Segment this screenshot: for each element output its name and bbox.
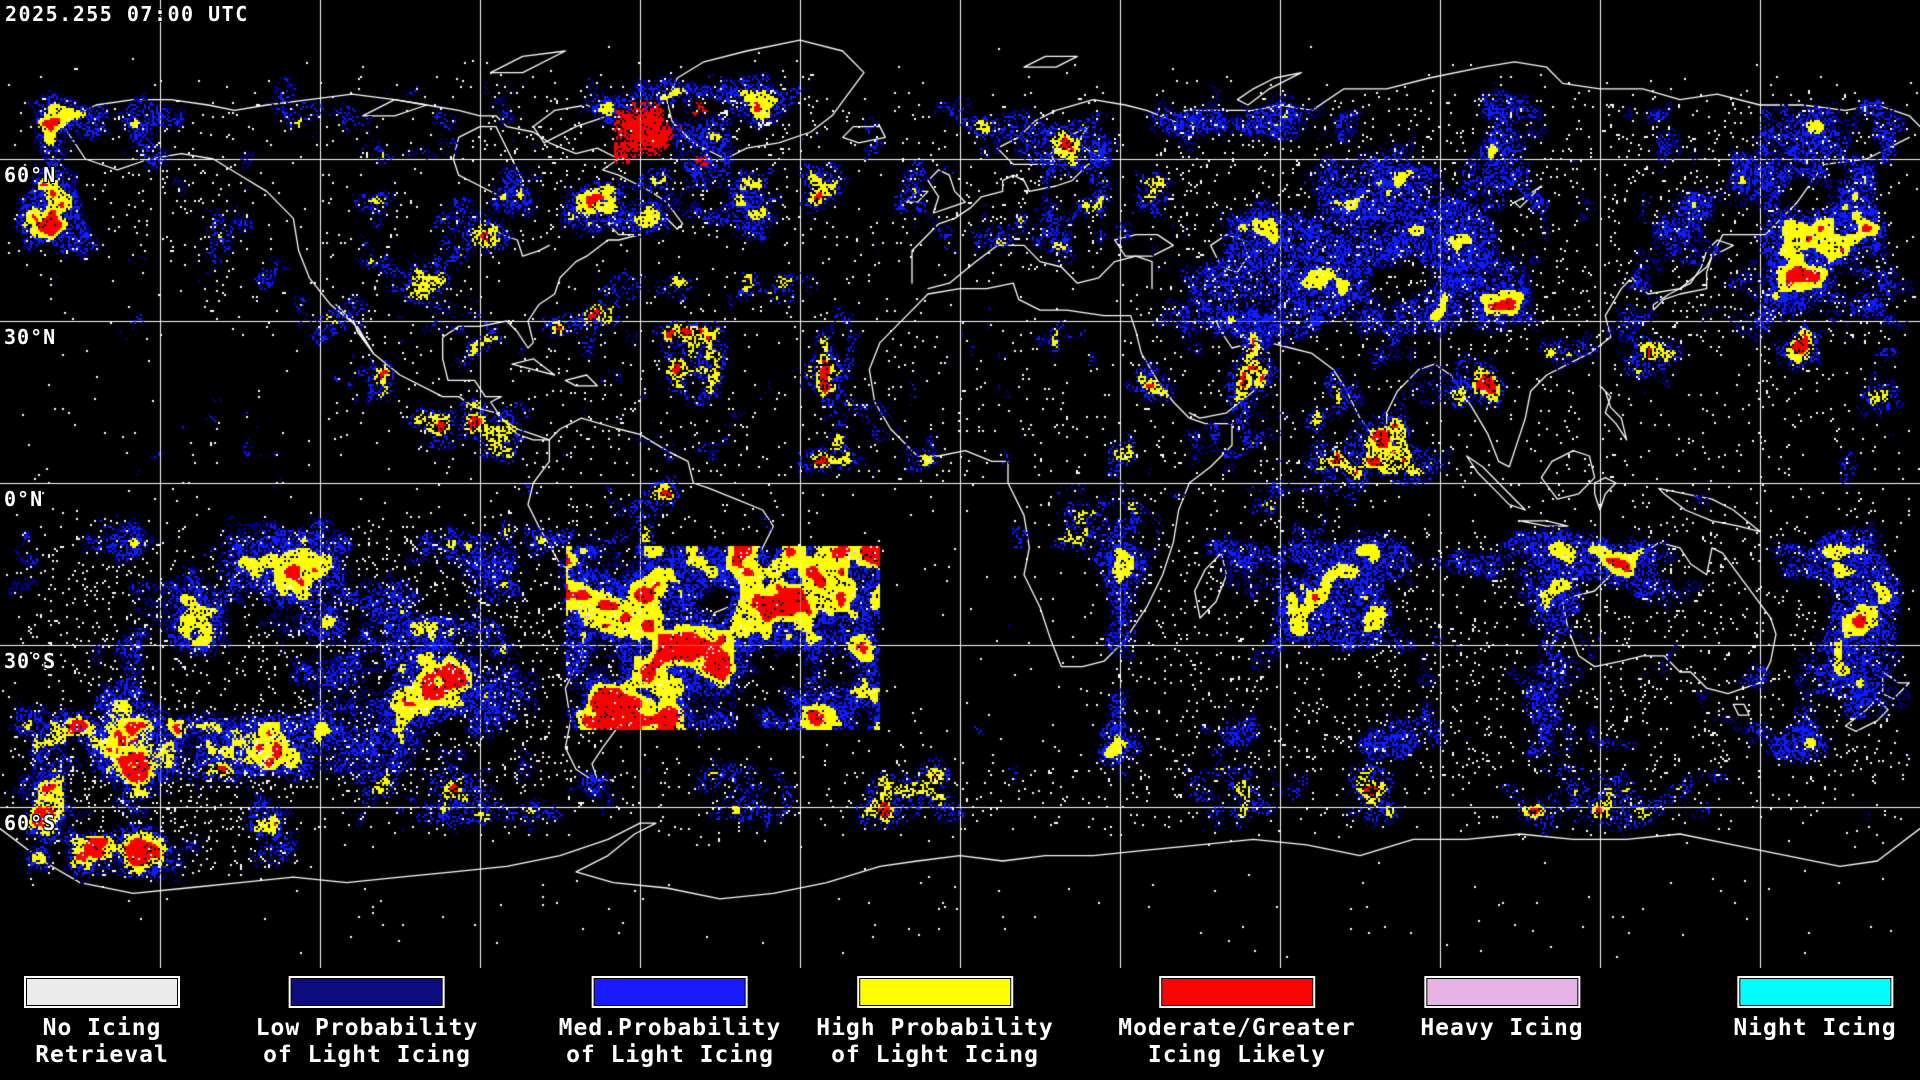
legend-label-night-icing: Night Icing xyxy=(1733,1015,1897,1041)
legend-swatch-fill-night-icing xyxy=(1739,979,1890,1005)
world-icing-map-canvas xyxy=(0,0,1920,968)
legend-item-high-probability-light-icing: High Probability of Light Icing xyxy=(816,976,1054,1069)
legend-swatch-moderate-greater-icing-likely xyxy=(1159,976,1315,1008)
legend-swatch-night-icing xyxy=(1736,976,1893,1008)
legend-swatch-no-icing-retrieval xyxy=(24,976,180,1008)
lat-label-60s: 60°S xyxy=(4,811,57,835)
world-map-area: 2025.255 07:00 UTC 60°N 30°N 0°N 30°S 60°S xyxy=(0,0,1920,968)
legend-label-high-probability-light-icing: High Probability of Light Icing xyxy=(816,1015,1054,1068)
lat-label-60n: 60°N xyxy=(4,163,57,187)
legend-swatch-med-probability-light-icing xyxy=(592,976,748,1008)
legend-item-med-probability-light-icing: Med.Probability of Light Icing xyxy=(559,976,782,1069)
legend-swatch-high-probability-light-icing xyxy=(857,976,1013,1008)
lat-label-30n: 30°N xyxy=(4,325,57,349)
legend-bar: No Icing Retrieval Low Probability of Light… xyxy=(0,968,1920,1080)
legend-swatch-fill-med-probability-light-icing xyxy=(595,979,745,1005)
legend-swatch-low-probability-light-icing xyxy=(289,976,445,1008)
legend-item-no-icing-retrieval: No Icing Retrieval xyxy=(24,976,180,1069)
legend-label-low-probability-light-icing: Low Probability of Light Icing xyxy=(255,1015,479,1068)
legend-swatch-fill-low-probability-light-icing xyxy=(292,979,442,1005)
legend-item-heavy-icing: Heavy Icing xyxy=(1420,976,1583,1042)
legend-item-moderate-greater-icing-likely: Moderate/Greater Icing Likely xyxy=(1118,976,1356,1069)
legend-swatch-fill-no-icing-retrieval xyxy=(27,979,177,1005)
legend-swatch-fill-high-probability-light-icing xyxy=(860,979,1010,1005)
legend-swatch-fill-heavy-icing xyxy=(1426,979,1577,1005)
legend-label-moderate-greater-icing-likely: Moderate/Greater Icing Likely xyxy=(1118,1015,1356,1068)
timestamp-label: 2025.255 07:00 UTC xyxy=(5,2,249,26)
legend-swatch-fill-moderate-greater-icing-likely xyxy=(1162,979,1312,1005)
legend-swatch-heavy-icing xyxy=(1423,976,1580,1008)
legend-label-heavy-icing: Heavy Icing xyxy=(1420,1015,1584,1041)
legend-item-low-probability-light-icing: Low Probability of Light Icing xyxy=(256,976,479,1069)
lat-label-30s: 30°S xyxy=(4,649,57,673)
lat-label-0n: 0°N xyxy=(4,487,44,511)
legend-label-med-probability-light-icing: Med.Probability of Light Icing xyxy=(558,1015,782,1068)
legend-label-no-icing-retrieval: No Icing Retrieval xyxy=(35,1015,169,1068)
legend-item-night-icing: Night Icing xyxy=(1733,976,1896,1042)
